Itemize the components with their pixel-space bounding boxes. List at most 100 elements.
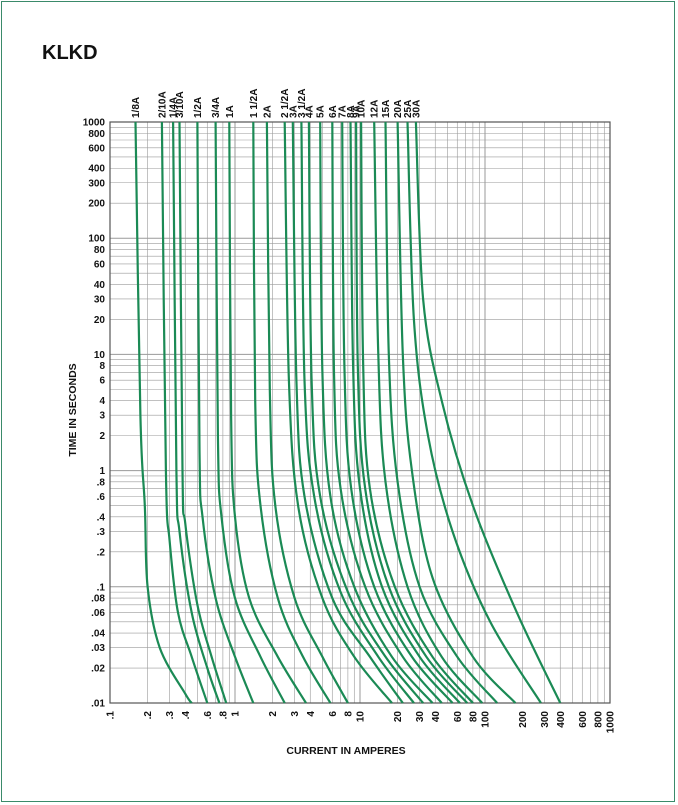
y-tick-label: 80 [94, 245, 106, 256]
y-tick-label: .01 [91, 699, 105, 710]
x-tick-label: 800 [593, 711, 604, 728]
y-tick-label: .3 [97, 527, 106, 538]
x-tick-label: .1 [106, 711, 117, 720]
fuse-curve [396, 121, 517, 704]
fuse-curve [134, 121, 193, 704]
y-tick-label: .06 [91, 608, 105, 619]
curve-label: 3/10A [175, 91, 186, 118]
curve-label: 1 1/2A [249, 89, 260, 118]
plot-border [109, 121, 611, 704]
y-tick-label: 800 [88, 129, 105, 140]
fuse-curve [160, 121, 209, 704]
curve-label: 25A [403, 100, 414, 118]
fuse-curve [196, 121, 255, 704]
fuse-curve [252, 121, 332, 704]
fuse-curve [214, 121, 286, 704]
curve-label: 8A [346, 105, 357, 118]
curve-label: 1/2A [193, 97, 204, 118]
chart-title: KLKD [42, 42, 98, 64]
y-tick-label: 4 [99, 396, 105, 407]
y-tick-label: 8 [99, 361, 105, 372]
x-tick-label: 4 [306, 711, 317, 717]
curve-label: 5A [316, 105, 327, 118]
fuse-curve [319, 121, 434, 704]
x-tick-label: 40 [431, 711, 442, 723]
curve-label: 2A [262, 105, 273, 118]
y-tick-label: 20 [94, 315, 106, 326]
y-tick-label: 200 [88, 199, 105, 210]
y-tick-label: 6 [99, 376, 105, 387]
x-tick-label: 8 [343, 711, 354, 717]
x-tick-label: 400 [556, 711, 567, 728]
x-tick-label: 1 [231, 711, 242, 717]
y-tick-label: 1000 [83, 118, 106, 129]
x-tick-label: 6 [328, 711, 339, 717]
y-tick-label: 300 [88, 178, 105, 189]
fuse-curve [283, 121, 393, 704]
x-tick-label: .2 [143, 711, 154, 720]
curve-label: 10A [357, 100, 368, 118]
y-tick-label: .03 [91, 643, 105, 654]
fuse-curve [178, 121, 228, 704]
curve-label: 30A [411, 100, 422, 118]
y-tick-label: .4 [97, 512, 106, 523]
x-axis-label: CURRENT IN AMPERES [286, 745, 405, 757]
curve-label: 3/4A [211, 97, 222, 118]
fuse-curve [355, 121, 469, 704]
y-tick-label: 2 [99, 431, 105, 442]
curve-label: 7A [338, 105, 349, 118]
y-tick-label: 1 [99, 466, 105, 477]
curve-label: 6A [328, 105, 339, 118]
x-tick-label: 30 [415, 711, 426, 723]
x-tick-label: 100 [481, 711, 492, 728]
curve-label: 9A [352, 105, 363, 118]
y-tick-label: 100 [88, 234, 105, 245]
fuse-curve [373, 121, 484, 704]
y-tick-label: .04 [91, 629, 105, 640]
x-tick-label: .3 [165, 711, 176, 720]
fuse-curve [307, 121, 424, 704]
curve-label: 1/4A [169, 97, 180, 118]
x-tick-label: 3 [290, 711, 301, 717]
y-tick-label: 60 [94, 259, 106, 270]
fuse-curve [300, 121, 415, 704]
x-tick-label: 300 [540, 711, 551, 728]
y-tick-label: .1 [97, 582, 106, 593]
x-tick-label: 10 [356, 711, 367, 723]
x-tick-label: 60 [453, 711, 464, 723]
y-tick-label: 30 [94, 294, 106, 305]
fuse-curve [341, 121, 454, 704]
x-tick-label: 1000 [606, 711, 617, 734]
curve-label: 2/10A [157, 91, 168, 118]
y-tick-label: .08 [91, 594, 105, 605]
curve-label: 15A [381, 100, 392, 118]
curve-label: 3 1/2A [297, 89, 308, 118]
y-tick-label: 40 [94, 280, 106, 291]
curve-label: 2 1/2A [280, 89, 291, 118]
y-tick-label: 600 [88, 143, 105, 154]
x-tick-label: 20 [393, 711, 404, 723]
fuse-curve [414, 121, 562, 704]
fuse-curve [384, 121, 498, 704]
fuse-curve [172, 121, 221, 704]
fuse-curve [265, 121, 349, 704]
x-tick-label: .8 [218, 711, 229, 720]
y-axis-label: TIME IN SECONDS [67, 363, 79, 456]
y-tick-label: 3 [99, 411, 105, 422]
fuse-curve [228, 121, 307, 704]
y-tick-label: 400 [88, 164, 105, 175]
fuse-curve [331, 121, 443, 704]
y-tick-label: 10 [94, 350, 106, 361]
curve-label: 4A [304, 105, 315, 118]
curve-label: 12A [370, 100, 381, 118]
x-tick-label: 600 [578, 711, 589, 728]
fuse-curve [291, 121, 404, 704]
x-tick-label: 2 [268, 711, 279, 717]
fuse-curve [406, 121, 542, 704]
curve-label: 3A [288, 105, 299, 118]
x-tick-label: 80 [468, 711, 479, 723]
x-tick-label: 200 [518, 711, 529, 728]
y-tick-label: .6 [97, 492, 106, 503]
